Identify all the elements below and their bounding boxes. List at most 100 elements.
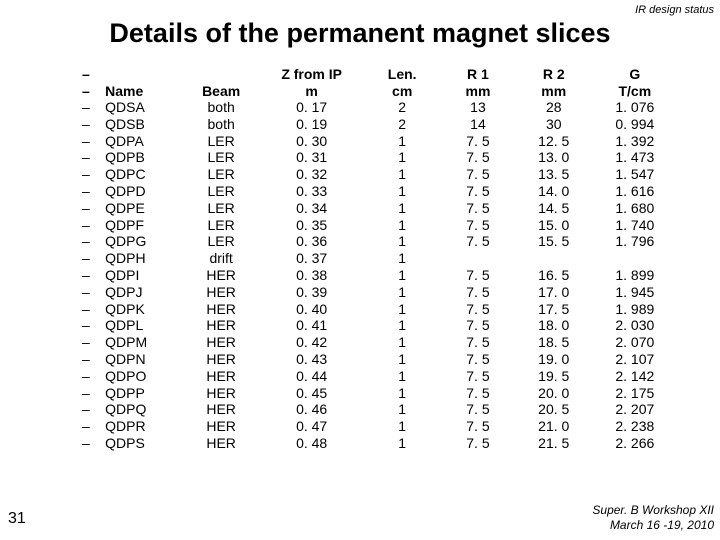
- col-r1-line2: mm: [440, 83, 516, 100]
- cell-g: 1. 473: [592, 149, 678, 166]
- cell-zip: 0. 41: [259, 317, 364, 334]
- cell-zip: 0. 34: [259, 200, 364, 217]
- cell-beam: HER: [183, 284, 259, 301]
- slide: IR design status Details of the permanen…: [0, 0, 720, 540]
- cell-beam: HER: [183, 418, 259, 435]
- cell-r2: 14. 5: [516, 200, 592, 217]
- cell-zip: 0. 43: [259, 351, 364, 368]
- cell-zip: 0. 44: [259, 368, 364, 385]
- cell-r1: 7. 5: [440, 284, 516, 301]
- cell-name: QDPK: [101, 301, 183, 318]
- row-bullet: –: [78, 183, 101, 200]
- cell-name: QDPJ: [101, 284, 183, 301]
- cell-name: QDPA: [101, 133, 183, 150]
- cell-beam: LER: [183, 133, 259, 150]
- cell-r1: 7. 5: [440, 267, 516, 284]
- footer-line-1: Super. B Workshop XII: [592, 503, 714, 517]
- cell-len: 1: [364, 183, 440, 200]
- footer: Super. B Workshop XII March 16 -19, 2010: [592, 503, 714, 532]
- row-bullet: –: [78, 149, 101, 166]
- cell-zip: 0. 48: [259, 435, 364, 452]
- cell-name: QDPR: [101, 418, 183, 435]
- row-bullet: –: [78, 116, 101, 133]
- cell-zip: 0. 38: [259, 267, 364, 284]
- cell-r2: 17. 5: [516, 301, 592, 318]
- cell-name: QDPN: [101, 351, 183, 368]
- cell-g: 2. 142: [592, 368, 678, 385]
- cell-name: QDPQ: [101, 401, 183, 418]
- cell-r2: 15. 5: [516, 233, 592, 250]
- cell-g: 2. 030: [592, 317, 678, 334]
- cell-len: 2: [364, 116, 440, 133]
- cell-len: 1: [364, 317, 440, 334]
- cell-zip: 0. 45: [259, 385, 364, 402]
- cell-beam: LER: [183, 217, 259, 234]
- row-bullet: –: [78, 385, 101, 402]
- cell-len: 1: [364, 418, 440, 435]
- cell-r2: [516, 250, 592, 267]
- col-name-line2: Name: [101, 83, 183, 100]
- cell-zip: 0. 42: [259, 334, 364, 351]
- cell-name: QDPE: [101, 200, 183, 217]
- col-len-line1: Len.: [364, 66, 440, 83]
- cell-zip: 0. 47: [259, 418, 364, 435]
- cell-g: 1. 945: [592, 284, 678, 301]
- cell-beam: HER: [183, 385, 259, 402]
- table-row: –QDPQHER0. 4617. 520. 52. 207: [78, 401, 678, 418]
- cell-r1: 7. 5: [440, 401, 516, 418]
- row-bullet: –: [78, 99, 101, 116]
- table-row: –QDSAboth0. 17213281. 076: [78, 99, 678, 116]
- table-row: –QDPALER0. 3017. 512. 51. 392: [78, 133, 678, 150]
- cell-g: 2. 238: [592, 418, 678, 435]
- cell-r2: 30: [516, 116, 592, 133]
- cell-beam: both: [183, 116, 259, 133]
- cell-name: QDSA: [101, 99, 183, 116]
- cell-r2: 20. 0: [516, 385, 592, 402]
- col-r2-line2: mm: [516, 83, 592, 100]
- cell-zip: 0. 35: [259, 217, 364, 234]
- header-bullet: –: [78, 83, 101, 100]
- table-row: –QDPNHER0. 4317. 519. 02. 107: [78, 351, 678, 368]
- table-row: –QDPELER0. 3417. 514. 51. 680: [78, 200, 678, 217]
- cell-g: 0. 994: [592, 116, 678, 133]
- cell-g: 2. 266: [592, 435, 678, 452]
- cell-r1: 13: [440, 99, 516, 116]
- cell-r2: 12. 5: [516, 133, 592, 150]
- cell-len: 1: [364, 200, 440, 217]
- cell-beam: both: [183, 99, 259, 116]
- table-row: –QDPHdrift0. 371: [78, 250, 678, 267]
- cell-name: QDPI: [101, 267, 183, 284]
- row-bullet: –: [78, 317, 101, 334]
- cell-r2: 28: [516, 99, 592, 116]
- row-bullet: –: [78, 250, 101, 267]
- cell-zip: 0. 31: [259, 149, 364, 166]
- cell-len: 1: [364, 334, 440, 351]
- cell-len: 1: [364, 217, 440, 234]
- row-bullet: –: [78, 351, 101, 368]
- table-row: –QDPSHER0. 4817. 521. 52. 266: [78, 435, 678, 452]
- row-bullet: –: [78, 217, 101, 234]
- cell-r1: 7. 5: [440, 166, 516, 183]
- cell-name: QDPP: [101, 385, 183, 402]
- cell-name: QDPD: [101, 183, 183, 200]
- row-bullet: –: [78, 133, 101, 150]
- cell-r2: 16. 5: [516, 267, 592, 284]
- cell-g: 1. 616: [592, 183, 678, 200]
- cell-len: 1: [364, 250, 440, 267]
- cell-zip: 0. 33: [259, 183, 364, 200]
- cell-r1: 7. 5: [440, 233, 516, 250]
- cell-g: 1. 392: [592, 133, 678, 150]
- cell-beam: HER: [183, 351, 259, 368]
- table-row: –QDPLHER0. 4117. 518. 02. 030: [78, 317, 678, 334]
- cell-beam: HER: [183, 267, 259, 284]
- cell-name: QDPG: [101, 233, 183, 250]
- cell-g: [592, 250, 678, 267]
- cell-g: 1. 547: [592, 166, 678, 183]
- cell-g: 2. 207: [592, 401, 678, 418]
- cell-g: 1. 076: [592, 99, 678, 116]
- page-title: Details of the permanent magnet slices: [0, 18, 720, 49]
- row-bullet: –: [78, 418, 101, 435]
- footer-line-2: March 16 -19, 2010: [592, 518, 714, 532]
- cell-r1: 7. 5: [440, 149, 516, 166]
- cell-beam: HER: [183, 435, 259, 452]
